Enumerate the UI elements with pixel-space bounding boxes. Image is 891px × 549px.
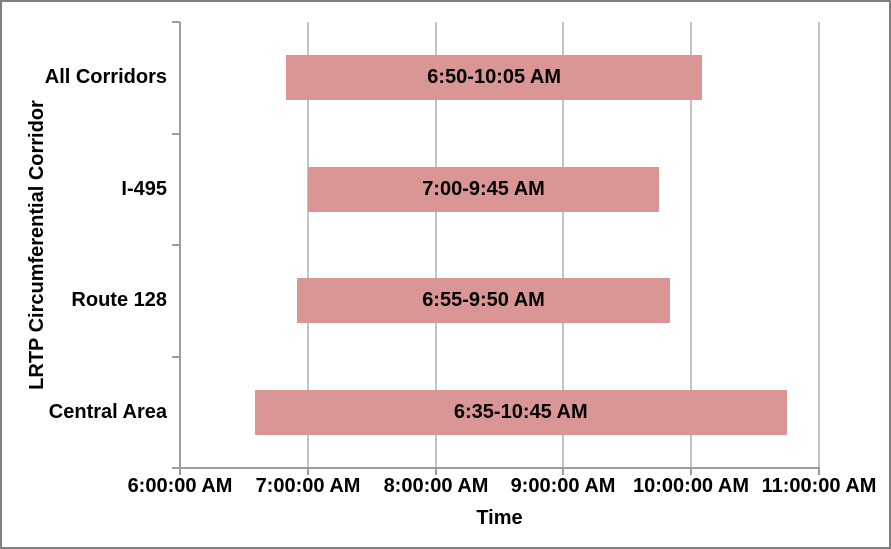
gridline: [307, 22, 309, 468]
y-axis-tick: [172, 133, 180, 135]
x-axis-tick: [435, 468, 437, 475]
bar-data-label: 6:35-10:45 AM: [453, 400, 588, 423]
x-axis-tick: [562, 468, 564, 475]
x-axis-tick: [307, 468, 309, 475]
category-label-i-495: I-495: [121, 177, 167, 200]
gridline: [435, 22, 437, 468]
category-label-route-128: Route 128: [71, 289, 167, 312]
category-label-central-area: Central Area: [48, 400, 167, 423]
y-axis-tick: [172, 356, 180, 358]
x-tick-label: 8:00:00 AM: [383, 475, 489, 497]
y-axis-title: LRTP Circumferential Corridor: [26, 100, 48, 390]
x-tick-label: 10:00:00 AM: [633, 475, 749, 497]
y-axis-tick: [172, 467, 180, 469]
bar-data-label: 6:55-9:50 AM: [422, 289, 545, 312]
x-axis-tick: [818, 468, 820, 475]
x-tick-label: 7:00:00 AM: [255, 475, 361, 497]
x-tick-label: 11:00:00 AM: [761, 475, 877, 497]
gridline: [562, 22, 564, 468]
x-axis-line: [179, 467, 820, 469]
y-axis-line: [179, 22, 181, 468]
bar-i-495: 7:00-9:45 AM: [307, 166, 660, 212]
plot-area: 6:50-10:05 AM 7:00-9:45 AM 6:55-9:50 AM 6:3…: [172, 21, 820, 475]
bar-central-area: 6:35-10:45 AM: [254, 389, 788, 435]
bar-route-128: 6:55-9:50 AM: [297, 278, 670, 324]
x-tick-label: 9:00:00 AM: [510, 475, 616, 497]
bar-data-label: 6:50-10:05 AM: [427, 66, 562, 89]
category-label-all-corridors: All Corridors: [44, 66, 167, 89]
x-tick-label: 6:00:00 AM: [127, 475, 233, 497]
bar-data-label: 7:00-9:45 AM: [422, 177, 545, 200]
x-axis-tick: [690, 468, 692, 475]
x-axis-tick: [179, 468, 181, 475]
bar-all-corridors: 6:50-10:05 AM: [286, 55, 702, 101]
x-axis-title: Time: [476, 507, 523, 529]
y-axis-tick: [172, 244, 180, 246]
gridline: [818, 22, 820, 468]
y-axis-tick: [172, 21, 180, 23]
gridline: [690, 22, 692, 468]
